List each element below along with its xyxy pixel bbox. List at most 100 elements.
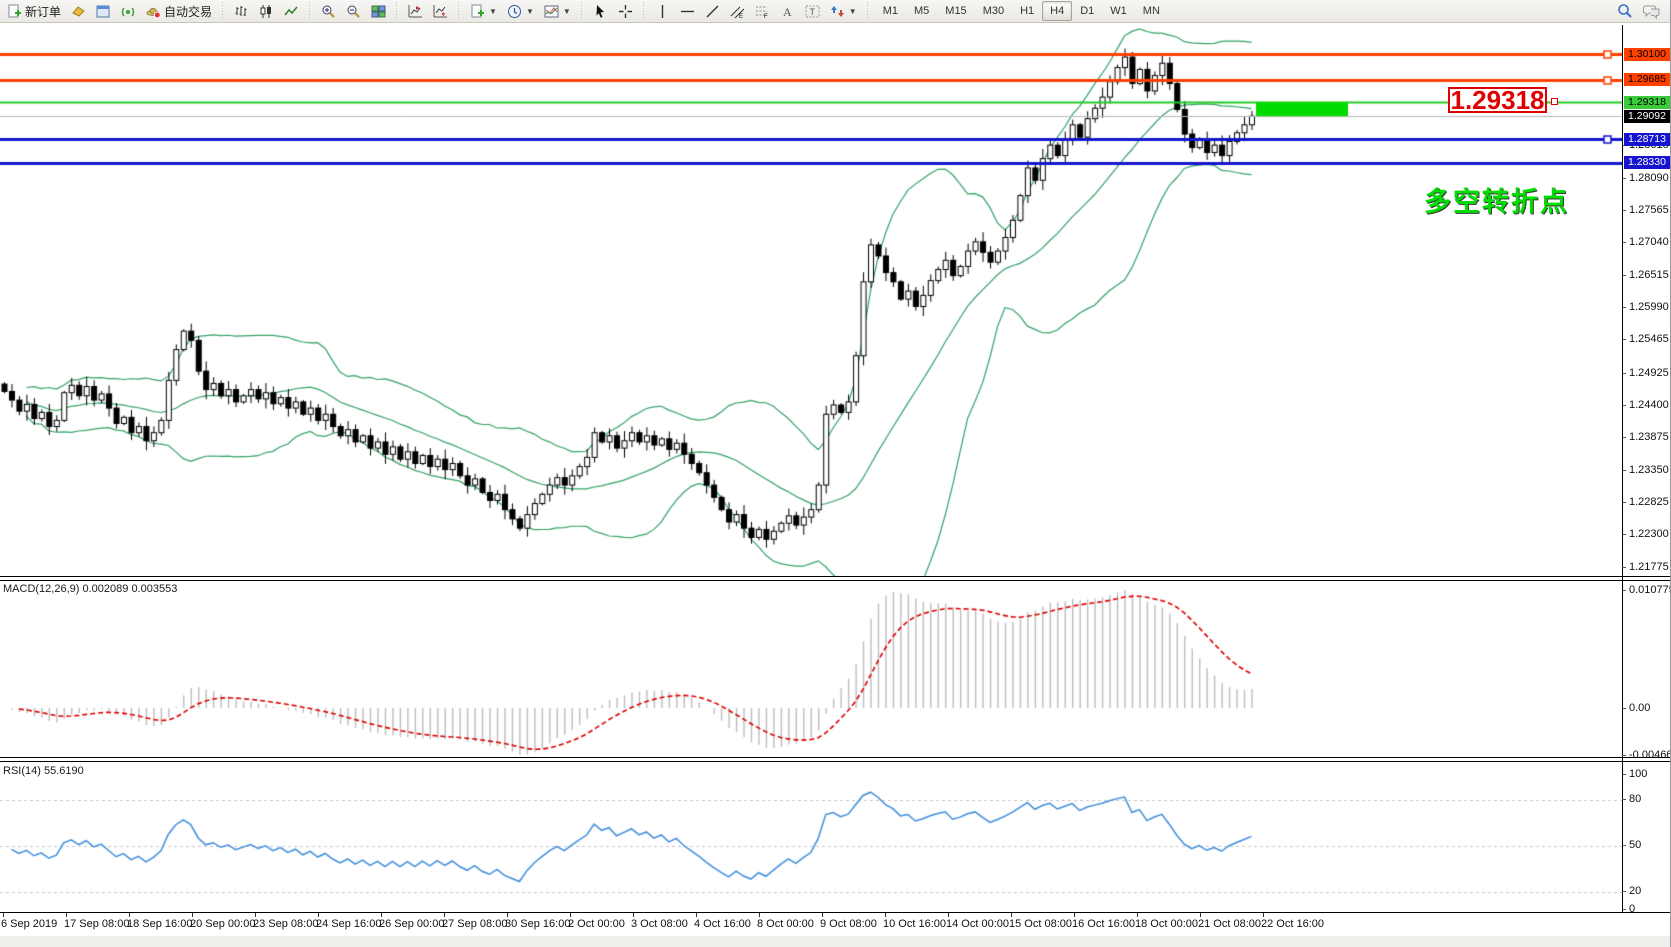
price-scale-tick: 1.25465 [1629,333,1669,346]
price-axis-line [1622,25,1623,912]
cursor-icon [596,4,604,18]
indicators-button[interactable]: ▼ [540,1,575,21]
crosshair-button[interactable] [614,1,637,21]
time-axis-label: 16 Oct 16:00 [1072,918,1135,930]
price-level-label: 1.30100 [1624,47,1670,61]
line-chart-button[interactable] [280,1,303,21]
time-tick-mark [570,913,571,917]
fibonacci-button[interactable]: F [751,1,774,21]
channel-button[interactable]: E [726,1,749,21]
time-axis-label: 15 Oct 08:00 [1009,918,1072,930]
market-watch-button[interactable] [92,1,115,21]
time-tick-mark [318,913,319,917]
time-tick-mark [1074,913,1075,917]
trendline-button[interactable] [701,1,724,21]
auto-trading-label: 自动交易 [164,4,213,19]
time-tick-mark [885,913,886,917]
main-toolbar: 新订单 自动交易 [0,0,1670,23]
search-icon [1618,4,1632,18]
pane-separator[interactable] [0,757,1670,762]
time-axis-label: 22 Oct 16:00 [1261,918,1324,930]
price-scale-tick: 1.26515 [1629,268,1669,281]
zoom-out-button[interactable] [342,1,365,21]
rsi-scale-tick: 0 [1629,903,1636,915]
pane-separator[interactable] [0,576,1670,581]
price-tag-annotation[interactable]: 1.29318 [1448,87,1547,113]
scale-tick-mark [1622,891,1626,892]
timeframe-m5-button[interactable]: M5 [906,1,937,21]
timeframe-m30-button[interactable]: M30 [975,1,1012,21]
new-chart-button[interactable]: ▼ [466,1,501,21]
chart-shift-button[interactable] [404,1,427,21]
zoom-in-button[interactable] [317,1,340,21]
time-tick-mark [1137,913,1138,917]
scale-tick-mark [1622,274,1626,276]
horizontal-line-icon [680,10,694,12]
svg-text:T: T [809,7,815,17]
chat-button[interactable] [1639,1,1665,21]
time-axis-label: 27 Sep 08:00 [442,918,508,930]
price-scale-tick: 1.27040 [1629,236,1669,249]
scale-tick-mark [1622,339,1626,341]
time-tick-mark [696,913,697,917]
periods-button[interactable]: ▼ [503,1,538,21]
new-order-button[interactable]: 新订单 [3,1,65,21]
timeframe-m1-button[interactable]: M1 [875,1,906,21]
timeframe-h4-button[interactable]: H4 [1042,1,1073,21]
toolbar-separator [578,2,585,20]
arrows-button[interactable]: ▼ [826,1,861,21]
price-level-label: 1.29092 [1624,109,1670,123]
auto-trading-button[interactable]: 自动交易 [142,1,216,21]
zoom-out-icon [347,5,360,18]
horizontal-line-button[interactable] [676,1,699,21]
price-scale-tick: 1.21775 [1629,560,1669,573]
main-chart-canvas[interactable] [0,25,1622,576]
candle-chart-button[interactable] [255,1,278,21]
new-order-icon [8,4,21,17]
time-tick-mark [444,913,445,917]
tile-windows-icon [371,5,386,17]
time-axis-label: 23 Sep 08:00 [253,918,319,930]
dropdown-arrow-icon: ▼ [848,6,857,16]
timeframe-d1-button[interactable]: D1 [1072,1,1102,21]
vertical-line-button[interactable] [651,1,674,21]
text-label-button[interactable]: T [801,1,824,21]
time-axis-label: 21 Oct 08:00 [1198,918,1261,930]
time-tick-mark [3,913,4,917]
publisher-icon [72,5,85,17]
channel-icon: E [730,6,745,19]
timeframe-w1-button[interactable]: W1 [1102,1,1135,21]
price-scale-tick: 1.28090 [1629,171,1669,184]
macd-main-value: 0.002089 [82,583,129,595]
price-level-label: 1.28330 [1624,156,1670,170]
price-tag-anchor-icon[interactable] [1551,98,1558,105]
timeframe-mn-button[interactable]: MN [1135,1,1168,21]
signals-button[interactable] [117,1,140,21]
time-tick-mark [129,913,130,917]
price-scale-tick: 1.24400 [1629,399,1669,411]
cursor-button[interactable] [589,1,612,21]
tile-windows-button[interactable] [367,1,390,21]
timeframe-toolbar: M1 M5 M15 M30 H1 H4 D1 W1 MN [875,1,1168,21]
scale-tick-mark [1622,534,1626,536]
search-button[interactable] [1613,1,1637,21]
bar-chart-button[interactable] [230,1,253,21]
rsi-pane-canvas[interactable] [0,762,1622,912]
macd-pane-canvas[interactable] [0,581,1622,757]
publisher-button[interactable] [67,1,90,21]
rsi-value: 55.6190 [43,765,84,777]
time-tick-mark [381,913,382,917]
chinese-note-annotation[interactable]: 多空转折点 [1424,187,1569,217]
rsi-scale-tick: 100 [1629,768,1648,780]
auto-scroll-button[interactable] [429,1,452,21]
timeframe-m15-button[interactable]: M15 [937,1,974,21]
time-tick-mark [1263,913,1264,917]
price-scale-tick: 1.23875 [1629,431,1669,444]
rsi-scale-tick: 20 [1629,885,1642,897]
toolbar-separator [640,2,647,20]
price-scale-tick: 1.23350 [1629,463,1669,476]
text-button[interactable]: A [776,1,799,21]
time-axis-label: 3 Oct 08:00 [631,918,688,930]
timeframe-h1-button[interactable]: H1 [1012,1,1042,21]
